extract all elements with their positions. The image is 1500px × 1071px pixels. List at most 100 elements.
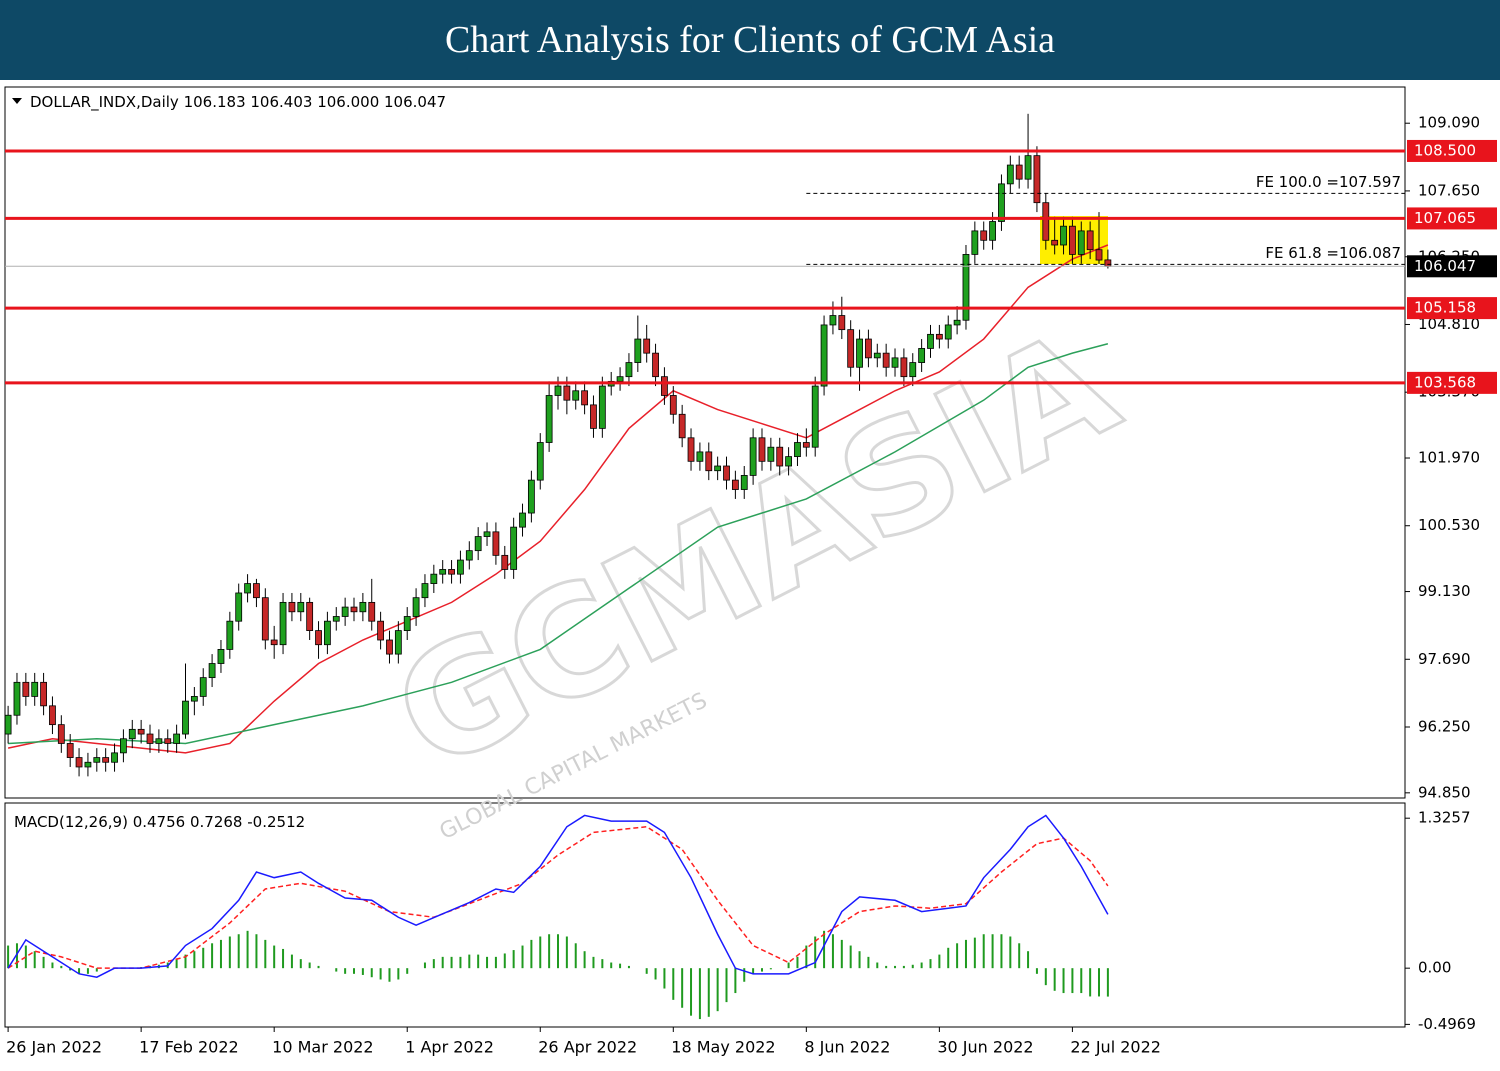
level-box: [1407, 297, 1497, 320]
candle-body: [332, 616, 340, 622]
candle-body: [1069, 225, 1076, 255]
header-value: 106.000: [317, 93, 379, 111]
candle-body: [128, 728, 136, 740]
candle-body: [891, 357, 899, 368]
candle-body: [598, 385, 606, 429]
candle-body: [315, 630, 322, 646]
candle-body: [572, 390, 580, 401]
candle-body: [590, 404, 597, 429]
candle-body: [714, 465, 722, 472]
candle-body: [856, 338, 863, 368]
menu-arrow: [12, 98, 22, 104]
candle-body: [776, 446, 784, 467]
candle-body: [998, 183, 1005, 222]
x-tick-label: 22 Jul 2022: [1070, 1038, 1161, 1057]
x-tick-label: 30 Jun 2022: [937, 1038, 1033, 1057]
macd-value: 0.7268: [190, 813, 243, 831]
candle-body: [270, 639, 278, 646]
candle-body: [164, 738, 172, 744]
candle-body: [4, 714, 12, 735]
candle-body: [31, 681, 39, 697]
candle-body: [625, 362, 633, 378]
x-tick-label: 26 Apr 2022: [538, 1038, 637, 1057]
candle-body: [785, 456, 792, 467]
level-box: [1407, 207, 1497, 230]
candle-body: [297, 601, 305, 613]
level-label: 108.500: [1414, 141, 1476, 159]
candle-body: [22, 681, 30, 697]
candle-body: [519, 512, 526, 528]
y-tick-label: 1.3257: [1418, 809, 1471, 827]
candle-body: [412, 597, 420, 617]
candle-body: [1060, 225, 1067, 246]
candle-body: [173, 733, 181, 744]
candle-body: [820, 324, 828, 387]
level-label: 105.158: [1414, 299, 1476, 317]
symbol: DOLLAR_INDX,Daily: [30, 93, 179, 112]
current-label: 106.047: [1414, 257, 1476, 275]
y-tick-label: 0.00: [1418, 959, 1451, 977]
y-tick-label: 104.810: [1418, 315, 1480, 333]
candle-body: [93, 757, 101, 763]
candle-body: [811, 385, 819, 448]
candle-body: [217, 649, 225, 664]
fibo-label: FE 61.8 =106.087: [1265, 244, 1401, 262]
y-tick-label: 101.970: [1418, 449, 1480, 467]
candle-body: [350, 606, 358, 613]
candle-body: [501, 554, 509, 570]
candle-body: [545, 395, 553, 443]
candle-body: [377, 620, 385, 641]
header-value: 106.047: [384, 93, 446, 111]
level-label: 103.568: [1414, 373, 1476, 391]
candle-body: [120, 738, 127, 754]
header-value: 106.403: [250, 93, 312, 111]
candle-body: [226, 620, 234, 650]
current-box: [1407, 255, 1497, 278]
candle-body: [1104, 259, 1112, 267]
candle-body: [900, 357, 908, 378]
candle-body: [1095, 249, 1103, 261]
candle-body: [944, 324, 952, 340]
candle-body: [616, 376, 624, 382]
candle-body: [474, 536, 482, 552]
candle-body: [510, 526, 518, 570]
candle-body: [279, 601, 287, 646]
candle-body: [723, 465, 730, 481]
candle-body: [253, 583, 260, 599]
candle-body: [802, 442, 810, 448]
macd-name: MACD(12,26,9): [14, 813, 128, 831]
candle-body: [40, 681, 47, 707]
candle-body: [84, 761, 92, 768]
y-tick-label: 107.650: [1418, 181, 1480, 199]
candle-body: [430, 573, 438, 584]
candle-body: [731, 479, 739, 490]
candle-body: [57, 724, 65, 744]
candle-body: [1086, 230, 1094, 251]
candle-body: [705, 451, 713, 472]
candle-body: [1033, 155, 1041, 204]
candle-body: [687, 437, 695, 462]
candle-body: [847, 329, 855, 368]
candle-body: [137, 728, 145, 735]
candle-body: [873, 352, 881, 359]
y-tick-label: 96.250: [1418, 717, 1471, 735]
y-tick-label: 97.690: [1418, 650, 1471, 668]
candle-body: [235, 592, 243, 622]
candle-body: [244, 583, 251, 594]
title: Chart Analysis for Clients of GCM Asia: [444, 19, 1056, 61]
candle-body: [403, 616, 411, 631]
candle-body: [749, 437, 757, 476]
candle-body: [1051, 239, 1059, 246]
x-tick-label: 8 Jun 2022: [804, 1038, 890, 1057]
level-label: 107.065: [1414, 209, 1476, 227]
candle-body: [394, 630, 402, 655]
signal-line: [7, 825, 1109, 969]
candle-body: [696, 451, 704, 462]
candle-body: [1015, 164, 1023, 180]
macd-legend: MACD(12,26,9) 0.4756 0.7268 -0.2512: [14, 813, 305, 831]
candle-body: [1006, 164, 1014, 185]
candle-body: [980, 230, 988, 241]
y-tick-label: 94.850: [1418, 783, 1471, 801]
y-tick-label: 99.130: [1418, 582, 1471, 600]
